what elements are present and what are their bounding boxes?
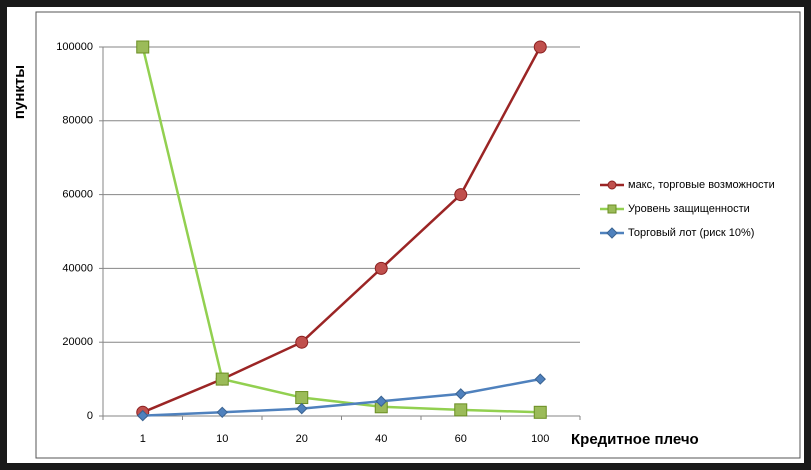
x-tick-label: 10: [216, 433, 228, 445]
data-point: [216, 406, 228, 419]
y-tick-label: 60000: [62, 189, 93, 201]
legend-label: Торговый лот (риск 10%): [628, 227, 754, 239]
legend-marker: [606, 227, 618, 239]
data-point: [136, 40, 150, 54]
x-axis-title: Кредитное плечо: [571, 431, 699, 448]
legend-label: макс, торговые возможности: [628, 179, 775, 191]
x-tick-label: 20: [296, 433, 308, 445]
legend-label: Уровень защищенности: [628, 203, 750, 215]
series-line: [142, 377, 541, 417]
x-tick-label: 100: [531, 433, 549, 445]
series-line: [141, 46, 541, 414]
x-tick-label: 1: [140, 433, 146, 445]
data-point: [215, 372, 229, 386]
data-point: [455, 388, 467, 400]
data-point: [375, 395, 387, 407]
data-point: [295, 335, 309, 349]
legend-marker: [607, 204, 617, 214]
data-point: [454, 403, 468, 417]
data-point: [137, 409, 149, 422]
data-point: [454, 188, 468, 202]
y-tick-label: 0: [87, 410, 93, 422]
data-point: [374, 261, 388, 275]
y-tick-label: 40000: [62, 262, 93, 274]
chart-border: [35, 11, 801, 459]
data-point: [534, 373, 546, 385]
series-line: [142, 46, 542, 414]
data-point: [296, 402, 308, 415]
y-tick-label: 100000: [56, 41, 93, 53]
background: [7, 7, 804, 463]
data-point: [533, 40, 547, 54]
y-axis-title: пункты: [11, 65, 28, 119]
y-tick-label: 80000: [62, 115, 93, 127]
legend-marker: [607, 180, 617, 190]
x-tick-label: 40: [375, 433, 387, 445]
x-tick-label: 60: [455, 433, 467, 445]
data-point: [533, 405, 547, 419]
y-tick-label: 20000: [62, 336, 93, 348]
data-point: [295, 391, 309, 405]
